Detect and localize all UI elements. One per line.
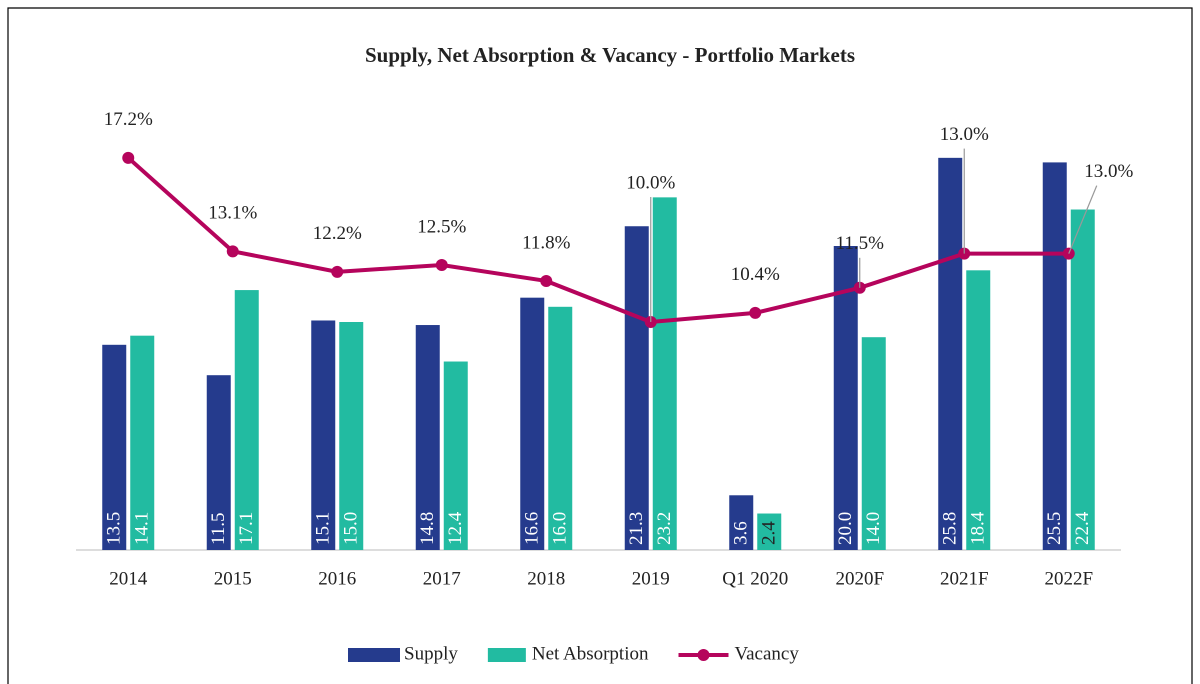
data-label: 10.0% — [626, 172, 675, 193]
bar — [861, 337, 886, 550]
data-label: 11.5% — [836, 233, 885, 254]
bar — [311, 320, 336, 550]
data-label: 3.6 — [731, 521, 752, 545]
legend-swatch — [348, 648, 400, 662]
x-tick-label: 2016 — [318, 568, 356, 589]
legend-swatch — [697, 649, 710, 661]
point — [749, 306, 762, 319]
bar — [938, 157, 963, 550]
leader-line — [1068, 185, 1098, 254]
data-label: 12.2% — [313, 223, 362, 244]
point — [331, 265, 344, 278]
data-label: 12.5% — [417, 216, 466, 237]
x-tick-label: 2015 — [214, 568, 252, 589]
bar — [966, 270, 991, 550]
data-label: 15.1 — [313, 512, 334, 545]
legend-label: Supply — [404, 643, 458, 664]
data-label: 23.2 — [654, 512, 675, 545]
point — [435, 259, 448, 271]
x-tick-label: 2022F — [1044, 568, 1093, 589]
bar — [130, 335, 155, 550]
data-label: 10.4% — [731, 264, 780, 285]
data-label: 17.2% — [104, 109, 153, 130]
bar — [833, 246, 858, 550]
bar — [206, 375, 231, 550]
bar — [548, 306, 573, 550]
x-tick-label: 2020F — [835, 568, 884, 589]
bar — [652, 197, 677, 551]
bar — [339, 322, 364, 550]
bar — [415, 325, 440, 550]
data-label: 15.0 — [341, 512, 362, 545]
bar — [520, 297, 545, 550]
data-label: 11.8% — [522, 232, 571, 253]
chart-title: Supply, Net Absorption & Vacancy - Portf… — [365, 43, 855, 67]
legend-swatch — [487, 648, 526, 662]
data-label: 13.1% — [208, 203, 257, 224]
data-label: 12.4 — [445, 511, 466, 545]
bar — [102, 344, 127, 550]
x-tick-label: 2018 — [527, 568, 565, 589]
data-label: 14.0 — [863, 512, 884, 545]
bar — [624, 226, 649, 551]
data-label: 17.1 — [236, 512, 257, 545]
data-label: 18.4 — [968, 511, 989, 545]
x-tick-label: 2019 — [632, 568, 670, 589]
x-tick-label: 2021F — [940, 568, 989, 589]
data-label: 20.0 — [835, 512, 856, 545]
x-tick-label: Q1 2020 — [722, 568, 788, 589]
bar — [1042, 162, 1067, 550]
data-label: 11.5 — [208, 512, 229, 545]
bar — [729, 495, 754, 550]
data-label: 2.4 — [759, 521, 780, 545]
bar — [1070, 209, 1095, 550]
x-tick-label: 2014 — [109, 568, 148, 589]
legend-label: Net Absorption — [532, 643, 649, 664]
legend-label: Vacancy — [735, 643, 800, 664]
data-label: 13.5 — [104, 512, 125, 545]
bar — [757, 513, 782, 550]
point — [540, 274, 553, 287]
point — [226, 245, 239, 258]
data-label: 13.0% — [940, 124, 989, 145]
data-label: 13.0% — [1084, 161, 1133, 182]
data-label: 21.3 — [626, 512, 647, 545]
frame — [7, 7, 1193, 684]
x-tick-label: 2017 — [423, 568, 461, 589]
data-label: 25.5 — [1044, 512, 1065, 545]
bar — [443, 361, 468, 550]
point — [122, 151, 135, 164]
data-label: 16.6 — [522, 512, 543, 545]
data-label: 22.4 — [1072, 511, 1093, 545]
bar — [234, 290, 259, 550]
data-label: 25.8 — [940, 512, 961, 545]
line — [126, 156, 1069, 325]
data-label: 16.0 — [550, 512, 571, 545]
data-label: 14.8 — [417, 512, 438, 545]
data-label: 14.1 — [132, 512, 153, 545]
